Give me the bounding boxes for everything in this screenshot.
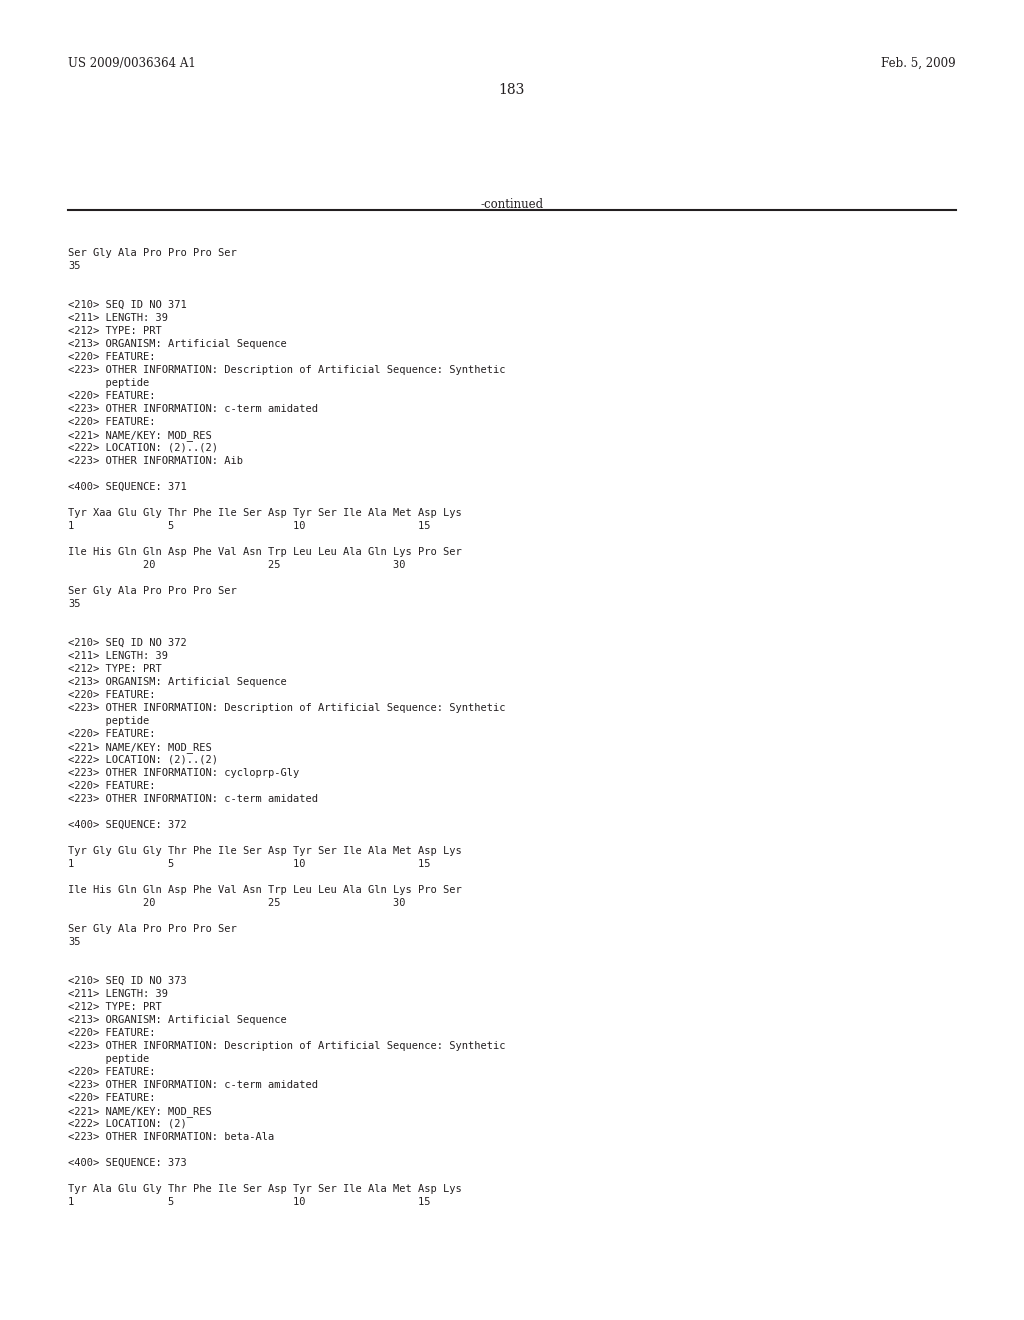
Text: <212> TYPE: PRT: <212> TYPE: PRT	[68, 1002, 162, 1012]
Text: <220> FEATURE:: <220> FEATURE:	[68, 1028, 156, 1038]
Text: Ile His Gln Gln Asp Phe Val Asn Trp Leu Leu Ala Gln Lys Pro Ser: Ile His Gln Gln Asp Phe Val Asn Trp Leu …	[68, 884, 462, 895]
Text: <222> LOCATION: (2)..(2): <222> LOCATION: (2)..(2)	[68, 755, 218, 766]
Text: <221> NAME/KEY: MOD_RES: <221> NAME/KEY: MOD_RES	[68, 1106, 212, 1117]
Text: Tyr Ala Glu Gly Thr Phe Ile Ser Asp Tyr Ser Ile Ala Met Asp Lys: Tyr Ala Glu Gly Thr Phe Ile Ser Asp Tyr …	[68, 1184, 462, 1195]
Text: Ser Gly Ala Pro Pro Pro Ser: Ser Gly Ala Pro Pro Pro Ser	[68, 586, 237, 597]
Text: <213> ORGANISM: Artificial Sequence: <213> ORGANISM: Artificial Sequence	[68, 1015, 287, 1026]
Text: <210> SEQ ID NO 372: <210> SEQ ID NO 372	[68, 638, 186, 648]
Text: <400> SEQUENCE: 372: <400> SEQUENCE: 372	[68, 820, 186, 830]
Text: <220> FEATURE:: <220> FEATURE:	[68, 781, 156, 791]
Text: <222> LOCATION: (2): <222> LOCATION: (2)	[68, 1119, 186, 1129]
Text: <221> NAME/KEY: MOD_RES: <221> NAME/KEY: MOD_RES	[68, 430, 212, 441]
Text: <211> LENGTH: 39: <211> LENGTH: 39	[68, 989, 168, 999]
Text: <220> FEATURE:: <220> FEATURE:	[68, 352, 156, 362]
Text: peptide: peptide	[68, 1053, 150, 1064]
Text: <220> FEATURE:: <220> FEATURE:	[68, 391, 156, 401]
Text: <223> OTHER INFORMATION: c-term amidated: <223> OTHER INFORMATION: c-term amidated	[68, 795, 318, 804]
Text: <213> ORGANISM: Artificial Sequence: <213> ORGANISM: Artificial Sequence	[68, 339, 287, 348]
Text: <210> SEQ ID NO 373: <210> SEQ ID NO 373	[68, 975, 186, 986]
Text: <222> LOCATION: (2)..(2): <222> LOCATION: (2)..(2)	[68, 444, 218, 453]
Text: <400> SEQUENCE: 371: <400> SEQUENCE: 371	[68, 482, 186, 492]
Text: <220> FEATURE:: <220> FEATURE:	[68, 690, 156, 700]
Text: peptide: peptide	[68, 378, 150, 388]
Text: <212> TYPE: PRT: <212> TYPE: PRT	[68, 326, 162, 337]
Text: US 2009/0036364 A1: US 2009/0036364 A1	[68, 57, 196, 70]
Text: Ser Gly Ala Pro Pro Pro Ser: Ser Gly Ala Pro Pro Pro Ser	[68, 924, 237, 935]
Text: -continued: -continued	[480, 198, 544, 211]
Text: 20                  25                  30: 20 25 30	[68, 898, 406, 908]
Text: <210> SEQ ID NO 371: <210> SEQ ID NO 371	[68, 300, 186, 310]
Text: <211> LENGTH: 39: <211> LENGTH: 39	[68, 651, 168, 661]
Text: <223> OTHER INFORMATION: Description of Artificial Sequence: Synthetic: <223> OTHER INFORMATION: Description of …	[68, 366, 506, 375]
Text: 35: 35	[68, 599, 81, 609]
Text: Ile His Gln Gln Asp Phe Val Asn Trp Leu Leu Ala Gln Lys Pro Ser: Ile His Gln Gln Asp Phe Val Asn Trp Leu …	[68, 546, 462, 557]
Text: 35: 35	[68, 261, 81, 271]
Text: <223> OTHER INFORMATION: c-term amidated: <223> OTHER INFORMATION: c-term amidated	[68, 1080, 318, 1090]
Text: 183: 183	[499, 83, 525, 96]
Text: 20                  25                  30: 20 25 30	[68, 560, 406, 570]
Text: <223> OTHER INFORMATION: Description of Artificial Sequence: Synthetic: <223> OTHER INFORMATION: Description of …	[68, 1041, 506, 1051]
Text: <223> OTHER INFORMATION: c-term amidated: <223> OTHER INFORMATION: c-term amidated	[68, 404, 318, 414]
Text: 35: 35	[68, 937, 81, 946]
Text: <400> SEQUENCE: 373: <400> SEQUENCE: 373	[68, 1158, 186, 1168]
Text: Feb. 5, 2009: Feb. 5, 2009	[882, 57, 956, 70]
Text: <223> OTHER INFORMATION: cycloprp-Gly: <223> OTHER INFORMATION: cycloprp-Gly	[68, 768, 299, 777]
Text: <220> FEATURE:: <220> FEATURE:	[68, 1067, 156, 1077]
Text: <211> LENGTH: 39: <211> LENGTH: 39	[68, 313, 168, 323]
Text: <220> FEATURE:: <220> FEATURE:	[68, 729, 156, 739]
Text: <221> NAME/KEY: MOD_RES: <221> NAME/KEY: MOD_RES	[68, 742, 212, 752]
Text: 1               5                   10                  15: 1 5 10 15	[68, 521, 430, 531]
Text: peptide: peptide	[68, 715, 150, 726]
Text: <212> TYPE: PRT: <212> TYPE: PRT	[68, 664, 162, 675]
Text: <220> FEATURE:: <220> FEATURE:	[68, 1093, 156, 1104]
Text: <223> OTHER INFORMATION: Aib: <223> OTHER INFORMATION: Aib	[68, 455, 243, 466]
Text: <213> ORGANISM: Artificial Sequence: <213> ORGANISM: Artificial Sequence	[68, 677, 287, 686]
Text: Tyr Xaa Glu Gly Thr Phe Ile Ser Asp Tyr Ser Ile Ala Met Asp Lys: Tyr Xaa Glu Gly Thr Phe Ile Ser Asp Tyr …	[68, 508, 462, 517]
Text: <223> OTHER INFORMATION: Description of Artificial Sequence: Synthetic: <223> OTHER INFORMATION: Description of …	[68, 704, 506, 713]
Text: Tyr Gly Glu Gly Thr Phe Ile Ser Asp Tyr Ser Ile Ala Met Asp Lys: Tyr Gly Glu Gly Thr Phe Ile Ser Asp Tyr …	[68, 846, 462, 855]
Text: 1               5                   10                  15: 1 5 10 15	[68, 1197, 430, 1206]
Text: <220> FEATURE:: <220> FEATURE:	[68, 417, 156, 426]
Text: Ser Gly Ala Pro Pro Pro Ser: Ser Gly Ala Pro Pro Pro Ser	[68, 248, 237, 257]
Text: <223> OTHER INFORMATION: beta-Ala: <223> OTHER INFORMATION: beta-Ala	[68, 1133, 274, 1142]
Text: 1               5                   10                  15: 1 5 10 15	[68, 859, 430, 869]
